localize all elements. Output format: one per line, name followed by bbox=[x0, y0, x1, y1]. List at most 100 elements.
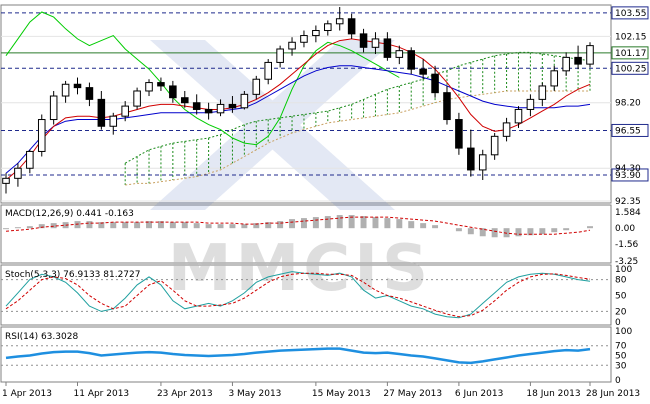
candle-body bbox=[371, 38, 380, 48]
candle-body bbox=[455, 119, 463, 149]
candle-body bbox=[216, 103, 225, 114]
macd-tick-label: -1.56 bbox=[615, 240, 639, 250]
candle-body bbox=[514, 108, 523, 124]
candle-body bbox=[347, 18, 356, 35]
stoch-k-line bbox=[5, 271, 591, 319]
price-tick-label: 98.20 bbox=[615, 99, 641, 109]
candle-body bbox=[478, 154, 487, 171]
candlesticks bbox=[2, 7, 594, 194]
candle-body bbox=[157, 82, 165, 87]
date-label: 1 Apr 2013 bbox=[2, 389, 52, 399]
macd-tick-label: 1.584 bbox=[615, 208, 641, 218]
candle-body bbox=[73, 83, 82, 89]
candle-body bbox=[240, 93, 249, 109]
watermark-text: MMCIS bbox=[168, 232, 432, 306]
rsi-panel-frame bbox=[0, 326, 612, 383]
stoch-tick-label: 100 bbox=[615, 265, 632, 275]
date-label: 15 May 2013 bbox=[312, 389, 371, 399]
candle-body bbox=[97, 98, 106, 127]
rsi-series bbox=[1, 345, 611, 366]
candle-body bbox=[133, 90, 141, 107]
rsi-tick-label: 0 bbox=[615, 376, 621, 386]
candle-body bbox=[37, 119, 46, 152]
stoch-series bbox=[1, 271, 611, 319]
price-level-tag bbox=[611, 168, 649, 182]
rsi-tick-label: 100 bbox=[615, 327, 632, 337]
candle-body bbox=[288, 41, 296, 50]
candle-body bbox=[300, 35, 308, 43]
senkou-b-line bbox=[125, 90, 590, 186]
stoch-tick-label: 20 bbox=[615, 307, 627, 317]
candle-body bbox=[502, 122, 511, 137]
candle-body bbox=[443, 92, 451, 121]
candle-body bbox=[395, 50, 404, 58]
chikou-span-line bbox=[5, 11, 400, 146]
date-label: 11 Apr 2013 bbox=[74, 389, 130, 399]
candle-body bbox=[61, 83, 70, 97]
price-level-label: 93.90 bbox=[615, 171, 641, 181]
price-level-tag bbox=[611, 123, 649, 137]
candle-body bbox=[550, 70, 559, 87]
candle-body bbox=[85, 87, 94, 100]
candle-body bbox=[264, 61, 272, 80]
watermark-cross-left bbox=[150, 40, 395, 210]
price-panel-frame bbox=[0, 4, 612, 204]
candle-body bbox=[586, 45, 594, 65]
stoch-tick-label: 80 bbox=[615, 276, 627, 286]
macd-series bbox=[3, 215, 593, 238]
candle-body bbox=[359, 33, 368, 48]
candle-body bbox=[2, 177, 10, 184]
candle-body bbox=[562, 56, 570, 72]
candle-body bbox=[14, 167, 22, 179]
candle-body bbox=[121, 105, 129, 117]
stoch-panel-frame bbox=[0, 264, 612, 326]
rsi-line bbox=[5, 347, 591, 365]
price-level-tag bbox=[611, 46, 649, 60]
stoch-label: Stoch(5,3,3) 76.9133 81.2727 bbox=[5, 270, 140, 280]
stoch-tick-label: 50 bbox=[615, 292, 627, 302]
candle-body bbox=[324, 23, 332, 32]
date-label: 18 Jun 2013 bbox=[526, 389, 580, 399]
candle-body bbox=[169, 85, 177, 99]
price-level-tag bbox=[611, 61, 649, 75]
date-label: 3 May 2013 bbox=[228, 389, 281, 399]
candle-body bbox=[26, 150, 34, 169]
candle-body bbox=[467, 147, 475, 171]
axis-labels: 102.15 98.20 94.30 92.351.584 0.00 -1.56 -3.25… bbox=[2, 32, 647, 399]
candle-body bbox=[109, 115, 118, 127]
price-level-label: 101.17 bbox=[615, 49, 647, 59]
rsi-tick-label: 50 bbox=[615, 352, 627, 362]
price-tick-label: 102.15 bbox=[615, 32, 647, 42]
rsi-tick-label: 70 bbox=[615, 342, 627, 352]
candle-body bbox=[431, 73, 439, 94]
candle-body bbox=[419, 68, 427, 75]
stoch-d-line bbox=[5, 272, 591, 318]
price-tick-label: 94.30 bbox=[615, 164, 641, 174]
macd-panel-frame bbox=[0, 204, 612, 264]
macd-tick-label: -3.25 bbox=[615, 257, 638, 267]
watermark-logo bbox=[150, 40, 395, 210]
candle-body bbox=[538, 85, 547, 100]
candle-body bbox=[407, 50, 416, 70]
macd-tick-label: 0.00 bbox=[615, 224, 635, 234]
rsi-label: RSI(14) 63.3028 bbox=[5, 332, 78, 342]
candle-body bbox=[526, 98, 535, 110]
date-label: 23 Apr 2013 bbox=[157, 389, 213, 399]
price-level-label: 103.55 bbox=[615, 9, 647, 19]
price-level-tag bbox=[611, 6, 649, 20]
date-label: 27 May 2013 bbox=[383, 389, 442, 399]
candle-body bbox=[312, 30, 320, 37]
price-tick-label: 92.35 bbox=[615, 197, 641, 207]
candle-body bbox=[276, 48, 284, 63]
candle-body bbox=[490, 135, 499, 156]
price-level-label: 96.55 bbox=[615, 126, 641, 136]
candle-body bbox=[228, 103, 237, 109]
price-levels: 103.55 101.17 100.25 96.55 93.90 bbox=[1, 6, 649, 182]
candle-body bbox=[180, 97, 189, 104]
stoch-tick-label: 0 bbox=[615, 318, 621, 328]
candle-body bbox=[252, 78, 261, 95]
macd-label: MACD(12,26,9) 0.441 -0.163 bbox=[5, 209, 134, 219]
candle-body bbox=[383, 38, 392, 58]
watermark-cross-right bbox=[150, 40, 395, 210]
